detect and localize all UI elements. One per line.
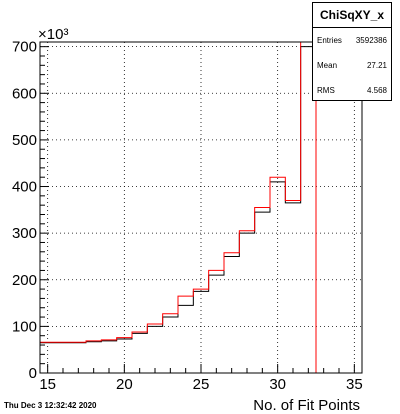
stats-box: ChiSqXY_x Entries 3592386 Mean 27.21 RMS…	[312, 2, 392, 101]
y-tick-label: 400	[12, 179, 37, 196]
entries-value: 3592386	[355, 36, 387, 45]
y-tick-label: 300	[12, 225, 37, 242]
entries-label: Entries	[317, 36, 342, 45]
rms-label: RMS	[317, 86, 335, 95]
histogram-series	[40, 41, 362, 374]
x-tick-label: 25	[193, 376, 210, 393]
histogram-series-2	[40, 41, 362, 374]
y-tick-label: 500	[12, 132, 37, 149]
x-tick-label: 35	[346, 376, 363, 393]
x-tick-label: 20	[116, 376, 133, 393]
x-axis-title: No. of Fit Points	[253, 397, 360, 414]
x-tick-label: 15	[39, 376, 56, 393]
stats-row-rms: RMS 4.568	[313, 78, 391, 103]
y-tick-label: 0	[29, 365, 37, 382]
stats-title: ChiSqXY_x	[313, 3, 391, 28]
stats-row-entries: Entries 3592386	[313, 28, 391, 53]
y-tick-label: 100	[12, 318, 37, 335]
timestamp: Thu Dec 3 12:32:42 2020	[4, 401, 97, 410]
x-tick-label: 30	[269, 376, 286, 393]
y-tick-label: 700	[12, 39, 37, 56]
stats-row-mean: Mean 27.21	[313, 53, 391, 78]
mean-value: 27.21	[366, 61, 387, 70]
y-tick-label: 600	[12, 85, 37, 102]
histogram-series-1	[40, 46, 362, 374]
mean-label: Mean	[317, 61, 338, 70]
y-tick-label: 200	[12, 272, 37, 289]
y-multiplier-label: ×10³	[38, 26, 68, 43]
axes: 15 20 25 30 35 0 100 200 300 400 500 600 700	[12, 39, 363, 393]
rms-value: 4.568	[366, 86, 387, 95]
